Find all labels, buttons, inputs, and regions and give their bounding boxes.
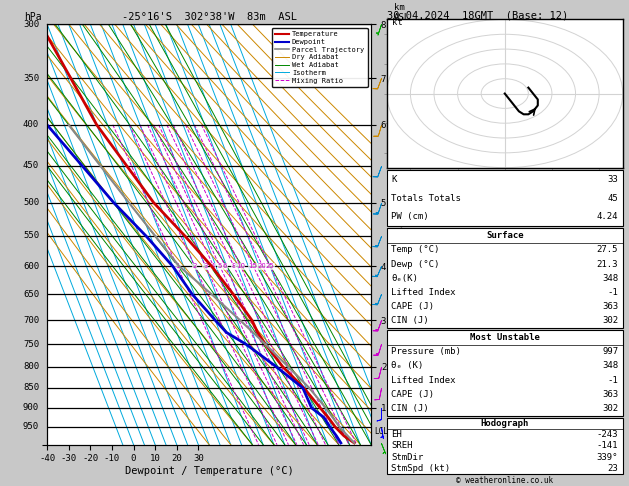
Text: 23: 23	[608, 464, 618, 473]
Text: 348: 348	[602, 362, 618, 370]
Text: 997: 997	[602, 347, 618, 356]
Text: StmDir: StmDir	[391, 452, 423, 462]
Text: Pressure (mb): Pressure (mb)	[391, 347, 461, 356]
Text: Lifted Index: Lifted Index	[391, 376, 456, 384]
Text: LCL: LCL	[374, 427, 388, 435]
Text: 450: 450	[23, 161, 39, 171]
Y-axis label: Mixing Ratio (g/kg): Mixing Ratio (g/kg)	[397, 183, 406, 286]
Text: 27.5: 27.5	[597, 245, 618, 254]
Title: -25°16'S  302°38'W  83m  ASL: -25°16'S 302°38'W 83m ASL	[121, 12, 297, 22]
Text: 21.3: 21.3	[597, 260, 618, 268]
Text: 348: 348	[602, 274, 618, 283]
Text: 2: 2	[192, 263, 197, 269]
Text: 950: 950	[23, 422, 39, 431]
Text: 650: 650	[23, 290, 39, 299]
Text: -141: -141	[597, 441, 618, 451]
Text: PW (cm): PW (cm)	[391, 212, 429, 221]
Text: 400: 400	[23, 120, 39, 129]
Text: 500: 500	[23, 198, 39, 207]
Text: CIN (J): CIN (J)	[391, 316, 429, 326]
Text: 4.24: 4.24	[597, 212, 618, 221]
Text: km
ASL: km ASL	[394, 3, 410, 22]
Text: 1: 1	[175, 263, 179, 269]
Text: -1: -1	[608, 376, 618, 384]
Text: 8: 8	[231, 263, 236, 269]
Text: hPa: hPa	[25, 12, 42, 22]
Text: Surface: Surface	[486, 231, 523, 240]
Text: -1: -1	[608, 288, 618, 297]
Text: 300: 300	[23, 20, 39, 29]
Text: 363: 363	[602, 302, 618, 311]
Text: Most Unstable: Most Unstable	[470, 333, 540, 342]
Text: 45: 45	[608, 193, 618, 203]
Text: 700: 700	[23, 315, 39, 325]
Text: 3: 3	[203, 263, 208, 269]
Text: 20: 20	[258, 263, 267, 269]
Text: 800: 800	[23, 362, 39, 371]
Text: θₑ(K): θₑ(K)	[391, 274, 418, 283]
Text: Dewp (°C): Dewp (°C)	[391, 260, 440, 268]
Text: Lifted Index: Lifted Index	[391, 288, 456, 297]
Text: EH: EH	[391, 430, 402, 439]
Text: 750: 750	[23, 340, 39, 349]
Text: 6: 6	[223, 263, 227, 269]
Text: 302: 302	[602, 404, 618, 413]
Text: © weatheronline.co.uk: © weatheronline.co.uk	[456, 476, 554, 485]
Text: 5: 5	[218, 263, 222, 269]
Text: 33: 33	[608, 175, 618, 184]
Text: θₑ (K): θₑ (K)	[391, 362, 423, 370]
Text: 302: 302	[602, 316, 618, 326]
Text: 15: 15	[248, 263, 257, 269]
Text: CIN (J): CIN (J)	[391, 404, 429, 413]
Text: K: K	[391, 175, 397, 184]
Text: 4: 4	[211, 263, 216, 269]
Text: 900: 900	[23, 403, 39, 413]
Text: Hodograph: Hodograph	[481, 419, 529, 428]
Text: -243: -243	[597, 430, 618, 439]
Text: 600: 600	[23, 262, 39, 271]
Text: 850: 850	[23, 383, 39, 392]
Text: 550: 550	[23, 231, 39, 241]
Text: 30.04.2024  18GMT  (Base: 12): 30.04.2024 18GMT (Base: 12)	[387, 11, 568, 21]
Text: 25: 25	[265, 263, 274, 269]
Text: 350: 350	[23, 73, 39, 83]
Text: 10: 10	[236, 263, 245, 269]
Legend: Temperature, Dewpoint, Parcel Trajectory, Dry Adiabat, Wet Adiabat, Isotherm, Mi: Temperature, Dewpoint, Parcel Trajectory…	[272, 28, 367, 87]
Text: CAPE (J): CAPE (J)	[391, 390, 434, 399]
Text: Temp (°C): Temp (°C)	[391, 245, 440, 254]
Text: CAPE (J): CAPE (J)	[391, 302, 434, 311]
Text: kt: kt	[391, 18, 403, 27]
Text: Totals Totals: Totals Totals	[391, 193, 461, 203]
Text: 339°: 339°	[597, 452, 618, 462]
Text: 363: 363	[602, 390, 618, 399]
Text: StmSpd (kt): StmSpd (kt)	[391, 464, 450, 473]
X-axis label: Dewpoint / Temperature (°C): Dewpoint / Temperature (°C)	[125, 466, 294, 476]
Text: SREH: SREH	[391, 441, 413, 451]
